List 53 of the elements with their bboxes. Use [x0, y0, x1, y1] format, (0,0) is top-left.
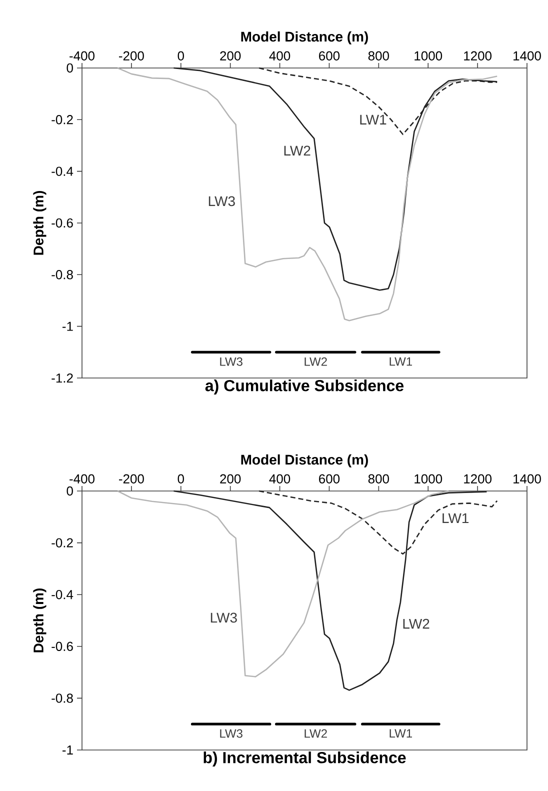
y-axis-title: Depth (m) [33, 191, 46, 255]
x-tick-label: -400 [70, 51, 94, 60]
x-tick-label: 1000 [414, 474, 442, 484]
x-tick-label: 1400 [514, 474, 541, 484]
series-label: LW3 [220, 729, 242, 738]
x-tick-label: 600 [319, 474, 340, 484]
series-label: LW1 [442, 513, 469, 523]
series-label: LW2 [304, 357, 327, 366]
line-series [173, 67, 498, 291]
x-tick-label: 600 [319, 51, 340, 60]
series-label: LW1 [390, 357, 412, 366]
series-label: LW1 [360, 114, 386, 124]
y-axis-title: Depth (m) [33, 588, 46, 652]
x-tick-label: 1000 [414, 51, 442, 60]
x-axis-title: Model Distance (m) [241, 454, 368, 468]
x-tick-label: 200 [220, 51, 241, 60]
y-tick-label: -0.6 [52, 218, 73, 228]
x-axis-title: Model Distance (m) [241, 31, 368, 44]
x-tick-label: 200 [220, 474, 241, 484]
series-label: LW3 [208, 196, 235, 206]
y-tick-label: -0.8 [52, 270, 73, 280]
y-tick-label: -0.4 [52, 590, 74, 600]
x-tick-label: -200 [119, 51, 144, 60]
y-tick-label: -0.6 [52, 642, 73, 651]
text: a) Cumulative Subsidence [205, 380, 404, 394]
y-tick-label: -0.8 [52, 694, 73, 703]
series-label: LW2 [284, 146, 310, 156]
series-label: LW2 [304, 729, 327, 738]
y-tick-label: -0.2 [52, 538, 73, 548]
x-tick-label: -400 [70, 474, 94, 484]
y-tick-label: -1 [62, 746, 73, 754]
x-tick-label: 400 [269, 51, 290, 60]
x-tick-label: -200 [119, 474, 144, 484]
y-tick-label: -0.2 [52, 115, 73, 124]
series-label: LW3 [210, 612, 237, 623]
y-tick-label: 0 [66, 486, 73, 496]
x-tick-label: 1200 [464, 51, 492, 60]
y-tick-label: -0.4 [52, 166, 74, 176]
y-tick-label: -1 [62, 322, 73, 331]
x-tick-label: 0 [178, 474, 184, 484]
x-tick-label: 1200 [464, 474, 492, 484]
series-label: LW2 [403, 618, 430, 629]
y-tick-label: 0 [66, 63, 73, 73]
line-series [116, 67, 498, 322]
x-tick-label: 800 [368, 51, 389, 60]
x-tick-label: 800 [368, 474, 389, 484]
x-tick-label: 0 [178, 51, 184, 60]
y-tick-label: -1.2 [52, 373, 73, 383]
x-tick-label: 400 [269, 474, 290, 484]
text: b) Incremental Subsidence [204, 752, 406, 766]
series-label: LW1 [390, 729, 412, 738]
series-label: LW3 [220, 357, 242, 366]
x-tick-label: 1400 [514, 51, 541, 60]
